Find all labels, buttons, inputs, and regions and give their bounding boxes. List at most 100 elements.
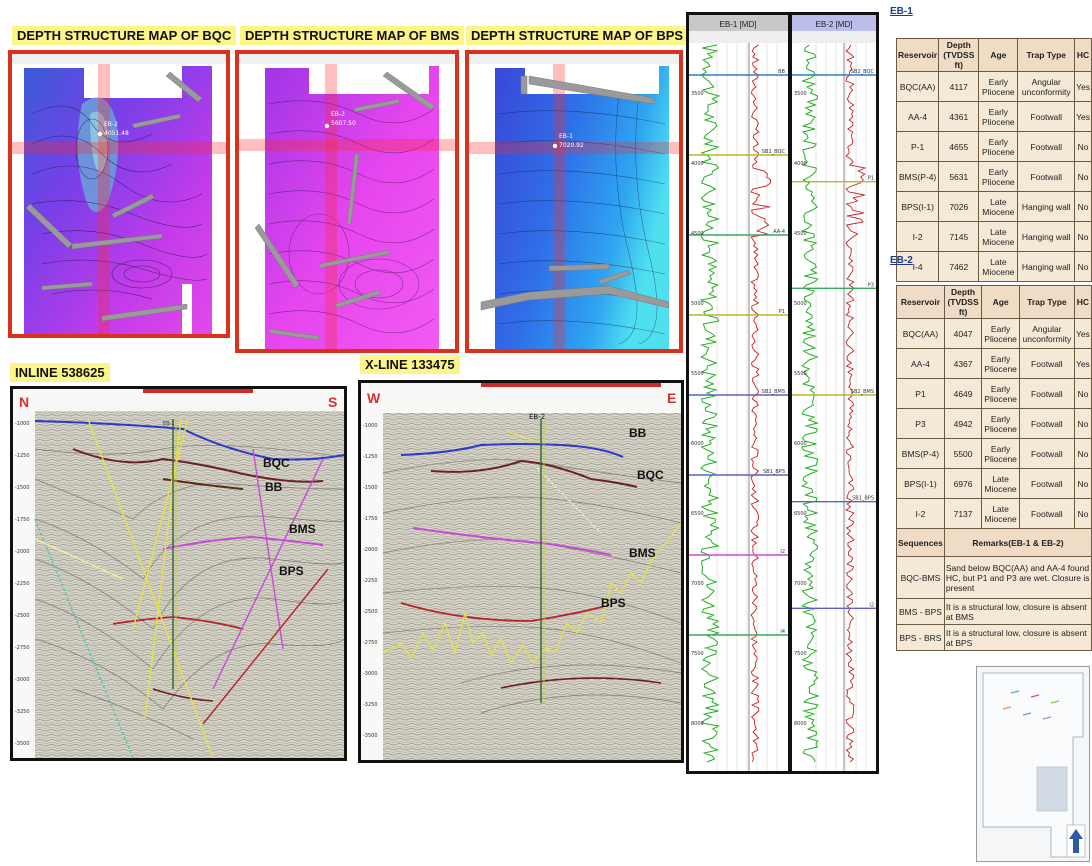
eb2-depth-label: 4000 (794, 161, 807, 167)
eb2-cell: Footwall (1018, 378, 1075, 409)
eb2-depth-label: 8000 (794, 721, 807, 727)
eb1-cell: No (1074, 131, 1092, 162)
inline-depth-tick: -1250 (15, 453, 30, 459)
location-inset-map[interactable] (976, 666, 1090, 862)
eb1-col-hc: HC (1074, 38, 1092, 72)
xline-depth-tick: -3000 (363, 671, 378, 677)
eb2-depth-label: 5500 (794, 371, 807, 377)
eb2-row: P3 4942 Early Pliocene Footwall No (896, 408, 1092, 439)
eb2-depth-label: 6500 (794, 511, 807, 517)
eb1-col-age: Age (978, 38, 1019, 72)
eb1-cell: 4117 (938, 71, 980, 102)
bms-depth-map[interactable]: EB-2 5607.50 (235, 50, 459, 353)
eb1-depth-label: 3500 (691, 91, 704, 97)
eb2-cell: 4047 (943, 318, 983, 349)
xline-depth-tick: -1250 (363, 454, 378, 460)
eb1-cell: BQC(AA) (895, 71, 940, 102)
eb1-reservoir-table: Reservoir Depth (TVDSS ft) Age Trap Type… (895, 38, 1092, 282)
bqc-depth-map[interactable]: EB-2 4051.48 (8, 50, 230, 338)
eb2-cell: No (1073, 468, 1092, 499)
eb2-well-log[interactable]: EB-2 [MD] SB2_BQC P1 P3 SB2_BMS SB1_BPS I2 35… (789, 12, 879, 774)
eb2-depth-label: 3500 (794, 91, 807, 97)
eb2-row: BMS(P-4) 5500 Early Pliocene Footwall No (896, 438, 1092, 469)
inline-right-dir: S (328, 394, 337, 410)
eb1-depth-label: 7000 (691, 581, 704, 587)
remarks-col-sequences: Sequences (896, 528, 945, 557)
eb2-top-label: SB2_BQC (851, 69, 875, 75)
eb2-cell: BPS(I-1) (896, 468, 945, 499)
eb1-cell: Late Miocene (978, 221, 1019, 252)
eb2-row: BQC(AA) 4047 Early Pliocene Angular unconfo… (896, 318, 1092, 349)
eb2-cell: Late Miocene (981, 498, 1020, 529)
inline-depth-tick: -1750 (15, 517, 30, 523)
xline-depth-tick: -3250 (363, 702, 378, 708)
remarks-row: BMS - BPS It is a structural low, closure… (896, 598, 1092, 625)
bps-map-value: 7020.92 (559, 142, 584, 149)
eb2-cell: Yes (1073, 318, 1092, 349)
eb1-top-label: BB (778, 69, 785, 75)
xline-well-label: EB-2 (529, 413, 545, 421)
inline-depth-tick: -1000 (15, 421, 30, 427)
inline-horizon-bms: BMS (289, 522, 316, 536)
eb1-cell: Yes (1074, 71, 1092, 102)
eb2-top-label: P1 (868, 176, 874, 182)
xline-right-dir: E (667, 390, 676, 406)
remarks-text: It is a structural low, closure is absen… (943, 598, 1092, 625)
north-arrow-icon (1066, 824, 1086, 858)
bps-map-title: DEPTH STRUCTURE MAP OF BPS (466, 26, 689, 45)
eb2-cell: Yes (1073, 348, 1092, 379)
eb2-row: P1 4649 Early Pliocene Footwall No (896, 378, 1092, 409)
remarks-sequence: BPS - BRS (896, 624, 945, 651)
eb1-depth-label: 5500 (691, 371, 704, 377)
eb2-cell: 4367 (943, 348, 983, 379)
remarks-col-remarks: Remarks(EB-1 & EB-2) (943, 528, 1092, 557)
eb1-table-title: EB-1 (890, 6, 913, 17)
xline-seismic-section[interactable]: EB-2 W E -1000 -1250 -1500 -1750 -2000 -2250 -… (358, 380, 684, 763)
eb2-cell: Footwall (1018, 498, 1075, 529)
inline-horizon-bqc: BQC (263, 456, 290, 470)
eb2-top-label: I2 (869, 602, 874, 608)
eb1-depth-label: 6000 (691, 441, 704, 447)
inline-seismic-section[interactable]: EB-1 N S -1000 -1250 -1500 -1750 -2000 -2250 -… (10, 386, 347, 761)
eb1-depth-label: 5000 (691, 301, 704, 307)
eb1-depth-label: 8000 (691, 721, 704, 727)
eb2-cell: BQC(AA) (896, 318, 945, 349)
eb1-row: AA-4 4361 Early Pliocene Footwall Yes (895, 101, 1092, 132)
eb2-cell: 5500 (943, 438, 983, 469)
eb2-log-header: EB-2 [MD] (816, 20, 853, 29)
bms-map-well: EB-2 (331, 111, 345, 118)
eb1-cell: Hanging wall (1017, 191, 1076, 222)
eb2-depth-label: 4500 (794, 231, 807, 237)
eb2-top-label: SB1_BPS (852, 496, 874, 502)
xline-horizon-bqc: BQC (637, 468, 664, 482)
eb1-row: BMS(P-4) 5631 Early Pliocene Footwall No (895, 161, 1092, 192)
eb1-top-label: SB1_BPS (763, 469, 785, 475)
eb1-cell: No (1074, 191, 1092, 222)
eb1-top-label: I4 (780, 629, 785, 635)
eb1-cell: Early Pliocene (978, 161, 1019, 192)
eb1-depth-label: 4000 (691, 161, 704, 167)
eb1-cell: P-1 (895, 131, 940, 162)
eb1-cell: AA-4 (895, 101, 940, 132)
inline-depth-tick: -2500 (15, 613, 30, 619)
bms-map-value: 5607.50 (331, 120, 356, 127)
eb1-cell: BMS(P-4) (895, 161, 940, 192)
eb1-cell: Footwall (1017, 131, 1076, 162)
eb1-well-log[interactable]: EB-1 [MD] BB SB2_BQC AA-4 P1 SB2_BMS SB1_BPS I… (686, 12, 791, 774)
inline-horizon-bb: BB (265, 480, 283, 494)
inline-left-dir: N (19, 394, 29, 410)
eb2-cell: 4649 (943, 378, 983, 409)
eb2-col-trap: Trap Type (1018, 285, 1075, 319)
eb1-cell: No (1074, 251, 1092, 282)
eb1-cell: No (1074, 161, 1092, 192)
bps-depth-map[interactable]: EB-1 7020.92 (465, 50, 683, 353)
eb1-cell: 7145 (938, 221, 980, 252)
eb1-col-trap: Trap Type (1017, 38, 1076, 72)
eb2-col-age: Age (981, 285, 1020, 319)
eb1-cell: I-2 (895, 221, 940, 252)
eb1-cell: Footwall (1017, 161, 1076, 192)
eb2-row: AA-4 4367 Early Pliocene Footwall Yes (896, 348, 1092, 379)
eb1-cell: 4361 (938, 101, 980, 132)
eb2-depth-label: 7500 (794, 651, 807, 657)
eb2-cell: P3 (896, 408, 945, 439)
